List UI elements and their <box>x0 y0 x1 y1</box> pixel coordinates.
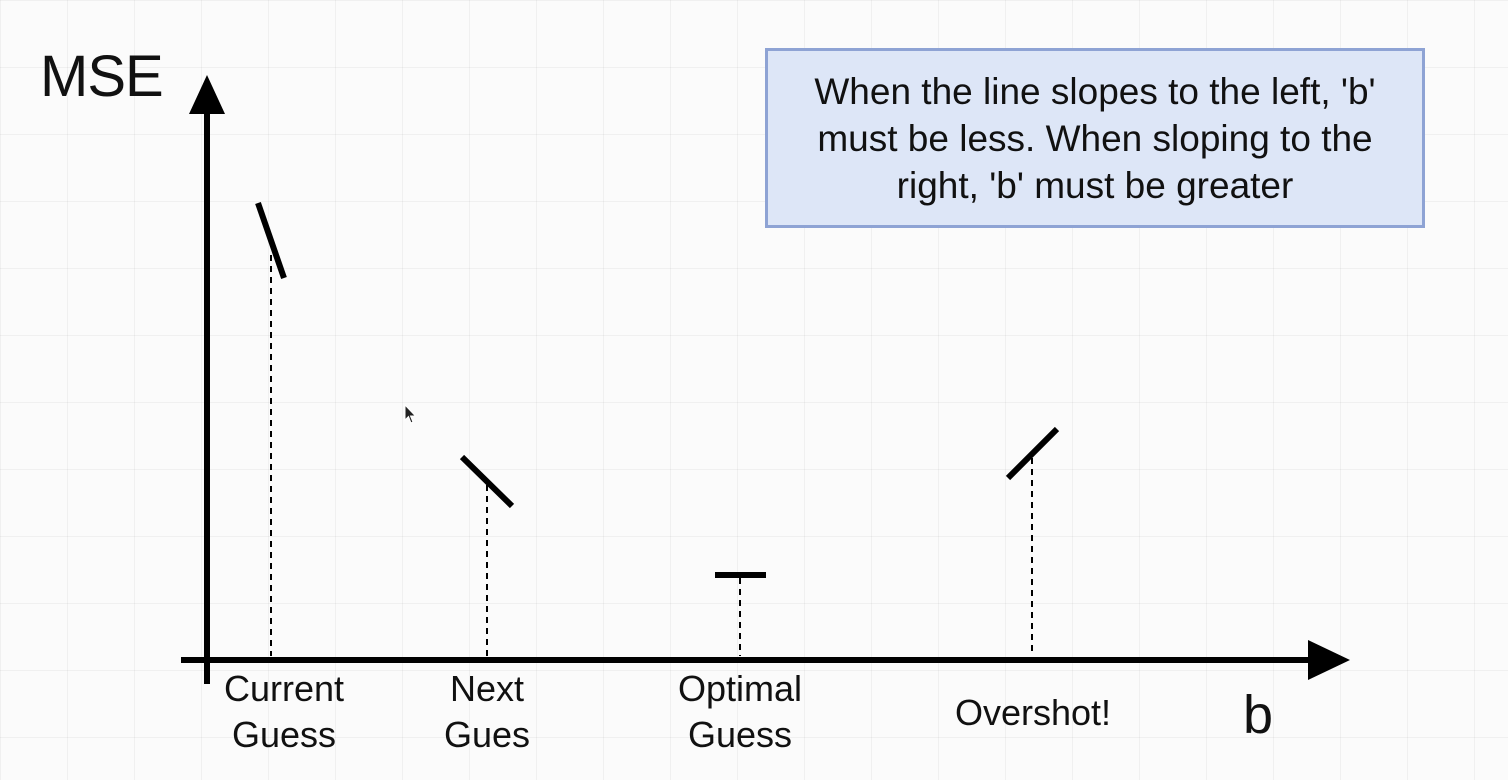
y-axis-arrowhead <box>189 75 225 114</box>
explanation-note-box: When the line slopes to the left, 'b' mu… <box>765 48 1425 228</box>
current-guess-tangent <box>255 202 287 279</box>
overshot-label: Overshot! <box>954 692 1112 733</box>
optimal-guess-label: Optimal Guess <box>677 668 803 755</box>
y-axis-title: MSE <box>40 44 164 109</box>
overshot-tangent <box>1005 426 1060 481</box>
next-guess-tangent <box>459 454 515 509</box>
explanation-note-text: When the line slopes to the left, 'b' mu… <box>814 70 1376 206</box>
x-axis-title: b <box>1243 685 1274 745</box>
current-guess-label: Current Guess <box>223 668 345 755</box>
x-axis-arrowhead <box>1308 640 1350 680</box>
next-guess-label: Next Gues <box>443 668 531 755</box>
mouse-pointer-icon <box>404 404 417 424</box>
